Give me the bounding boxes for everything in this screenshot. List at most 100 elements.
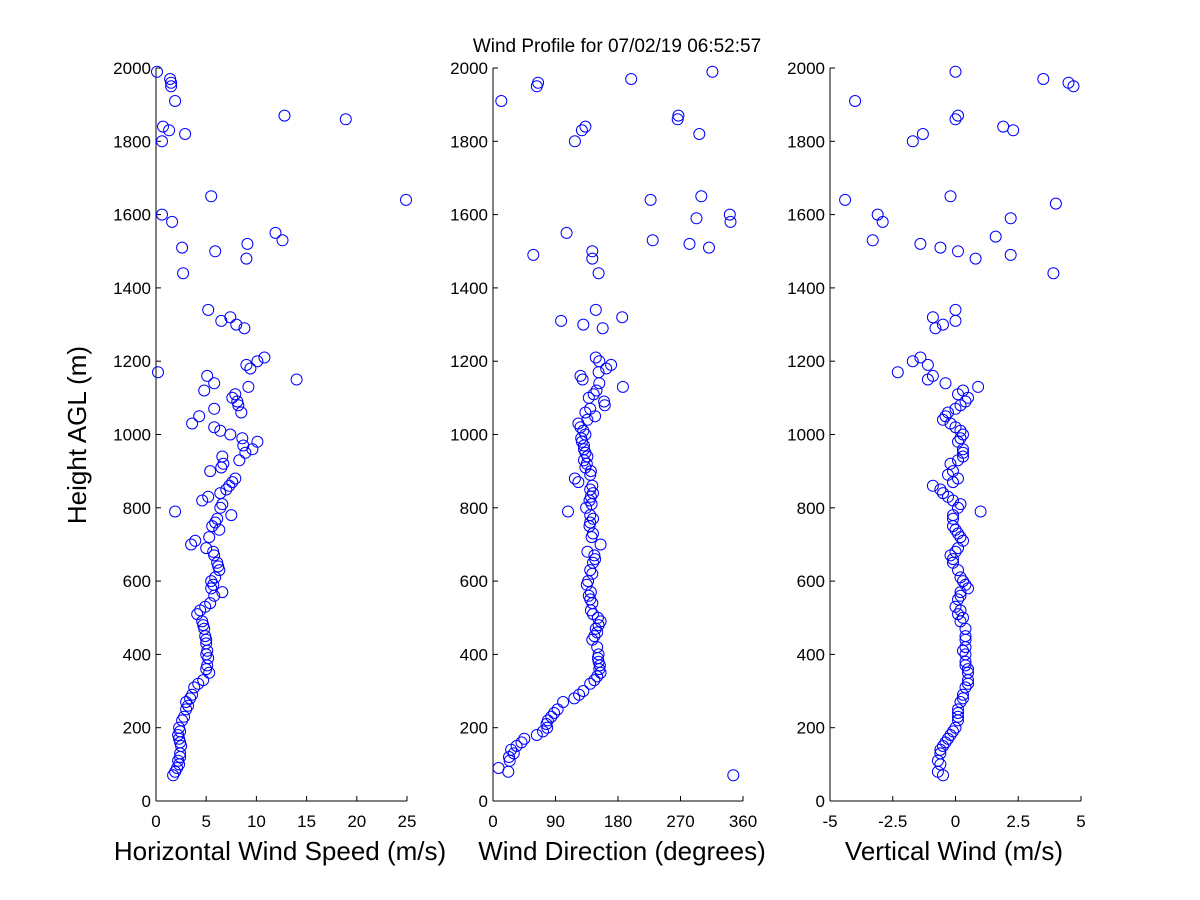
data-point — [593, 377, 606, 390]
data-point — [954, 424, 967, 437]
data-point — [577, 318, 590, 331]
y-tick-label: 1600 — [450, 206, 488, 225]
data-point — [276, 234, 289, 247]
y-tick-label: 1200 — [787, 352, 825, 371]
x-tick-label: 0 — [951, 812, 960, 831]
data-point — [952, 454, 964, 467]
data-point — [683, 237, 696, 250]
data-point — [954, 498, 967, 511]
data-point — [177, 267, 190, 280]
data-point — [208, 421, 221, 434]
data-point — [693, 128, 706, 140]
data-point — [588, 630, 601, 643]
data-point — [214, 501, 227, 514]
y-tick-label: 1800 — [113, 132, 151, 151]
data-point — [706, 65, 719, 78]
x-tick-label: 90 — [546, 812, 565, 831]
data-point — [551, 703, 564, 716]
data-point — [954, 589, 967, 602]
data-point — [548, 707, 561, 719]
data-point — [949, 402, 962, 415]
y-tick-label: 0 — [816, 792, 825, 811]
data-point — [952, 245, 964, 258]
data-point — [952, 710, 964, 723]
y-tick-label: 0 — [479, 792, 488, 811]
data-point — [596, 322, 609, 335]
data-point — [703, 241, 715, 254]
x-tick-label: -5 — [822, 812, 837, 831]
data-point — [400, 193, 412, 206]
y-tick-label: 1600 — [787, 206, 825, 225]
data-point — [944, 190, 957, 203]
data-point — [233, 454, 246, 467]
data-point — [202, 303, 215, 316]
data-point — [200, 663, 213, 676]
data-point — [555, 314, 568, 327]
data-point — [184, 692, 197, 705]
data-point — [672, 109, 685, 122]
data-point — [258, 351, 271, 364]
data-point — [156, 135, 168, 148]
data-point — [914, 237, 927, 250]
data-point — [241, 237, 254, 250]
data-point — [962, 391, 974, 404]
y-tick-label: 1400 — [787, 279, 825, 298]
data-point — [1004, 212, 1017, 225]
data-point — [934, 483, 947, 496]
data-point — [169, 505, 182, 518]
data-point — [954, 696, 967, 708]
y-tick-label: 1800 — [787, 132, 825, 151]
data-point — [200, 542, 213, 555]
data-point — [578, 439, 590, 452]
data-point — [1004, 248, 1017, 261]
data-point — [959, 659, 972, 672]
data-point — [540, 718, 553, 730]
data-point — [560, 226, 573, 239]
y-tick-label: 400 — [797, 645, 825, 664]
data-point — [169, 95, 182, 107]
data-point — [957, 688, 969, 701]
data-point — [952, 593, 964, 606]
data-point — [646, 234, 659, 247]
data-point — [947, 553, 959, 566]
data-point — [1037, 73, 1050, 85]
data-point — [226, 476, 239, 489]
data-point — [593, 659, 606, 672]
data-point — [586, 245, 599, 258]
data-point — [225, 509, 238, 522]
data-point — [205, 190, 218, 203]
data-point — [690, 212, 703, 225]
data-point — [537, 725, 549, 738]
y-tick-label: 600 — [797, 572, 825, 591]
data-point — [235, 406, 248, 419]
y-tick-label: 1000 — [450, 426, 488, 445]
data-point — [206, 520, 219, 533]
data-point — [1047, 267, 1060, 280]
data-point — [589, 351, 602, 364]
data-point — [541, 721, 554, 734]
data-point — [959, 655, 972, 668]
data-point — [568, 692, 581, 705]
data-point — [204, 465, 217, 478]
data-point — [198, 384, 211, 397]
x-tick-label: 270 — [666, 812, 694, 831]
data-point — [223, 479, 236, 492]
data-point — [962, 677, 974, 690]
data-point — [926, 311, 939, 324]
data-point — [937, 769, 949, 782]
panel-vertical-wind: 0 200 400 600 800 1000 1200 1400 1600 1800 2000 -5 -… — [787, 59, 1086, 866]
data-point — [186, 417, 199, 430]
data-point — [290, 373, 303, 386]
data-point — [914, 351, 927, 364]
x-tick-label: 10 — [247, 812, 266, 831]
data-point — [576, 373, 589, 386]
data-point — [503, 751, 515, 763]
data-point — [577, 685, 590, 697]
y-tick-label: 800 — [460, 499, 488, 518]
data-point — [947, 476, 959, 489]
data-point — [591, 670, 604, 683]
data-point — [156, 208, 168, 221]
data-point — [934, 241, 947, 254]
data-point — [952, 109, 964, 122]
